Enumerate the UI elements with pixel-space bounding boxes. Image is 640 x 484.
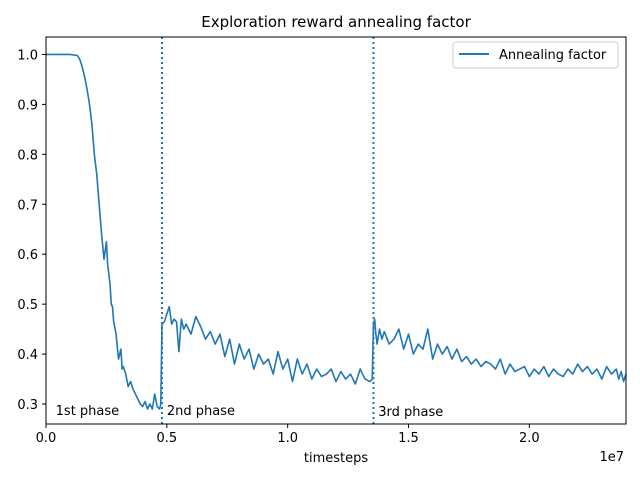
x-offset-label: 1e7	[599, 450, 624, 465]
y-tick-label: 0.5	[17, 298, 38, 313]
x-axis-label: timesteps	[304, 451, 368, 466]
y-tick-label: 0.4	[17, 348, 38, 363]
y-tick-label: 0.6	[17, 248, 38, 263]
legend-label: Annealing factor	[499, 48, 607, 63]
legend: Annealing factor	[452, 41, 619, 69]
axes-frame	[45, 36, 627, 425]
x-tick-label: 1.0	[277, 431, 298, 446]
y-tick-label: 1.0	[17, 48, 38, 63]
phase-annotation-1: 1st phase	[56, 404, 120, 419]
y-tick-label: 0.9	[17, 98, 38, 113]
y-tick-label: 0.3	[17, 398, 38, 413]
phase-annotation-2: 2nd phase	[167, 404, 235, 419]
y-tick-label: 0.8	[17, 148, 38, 163]
x-tick-label: 0.0	[36, 431, 57, 446]
phase-annotation-3: 3rd phase	[378, 405, 443, 420]
x-tick-label: 0.5	[156, 431, 177, 446]
series-layer: 1st phase 2nd phase 3rd phase	[46, 37, 627, 424]
series-line-1	[46, 53, 627, 410]
y-tick-label: 0.7	[17, 198, 38, 213]
legend-frame	[452, 41, 619, 69]
x-tick-label: 1.5	[398, 431, 419, 446]
x-tick-label: 2.0	[519, 431, 540, 446]
axes: 0.0 0.5 1.0 1.5 2.0 0.3 0.4 0.5 0.6 0.7 0.8 0.9 1.0	[17, 36, 627, 446]
chart-title: Exploration reward annealing factor	[201, 13, 471, 31]
